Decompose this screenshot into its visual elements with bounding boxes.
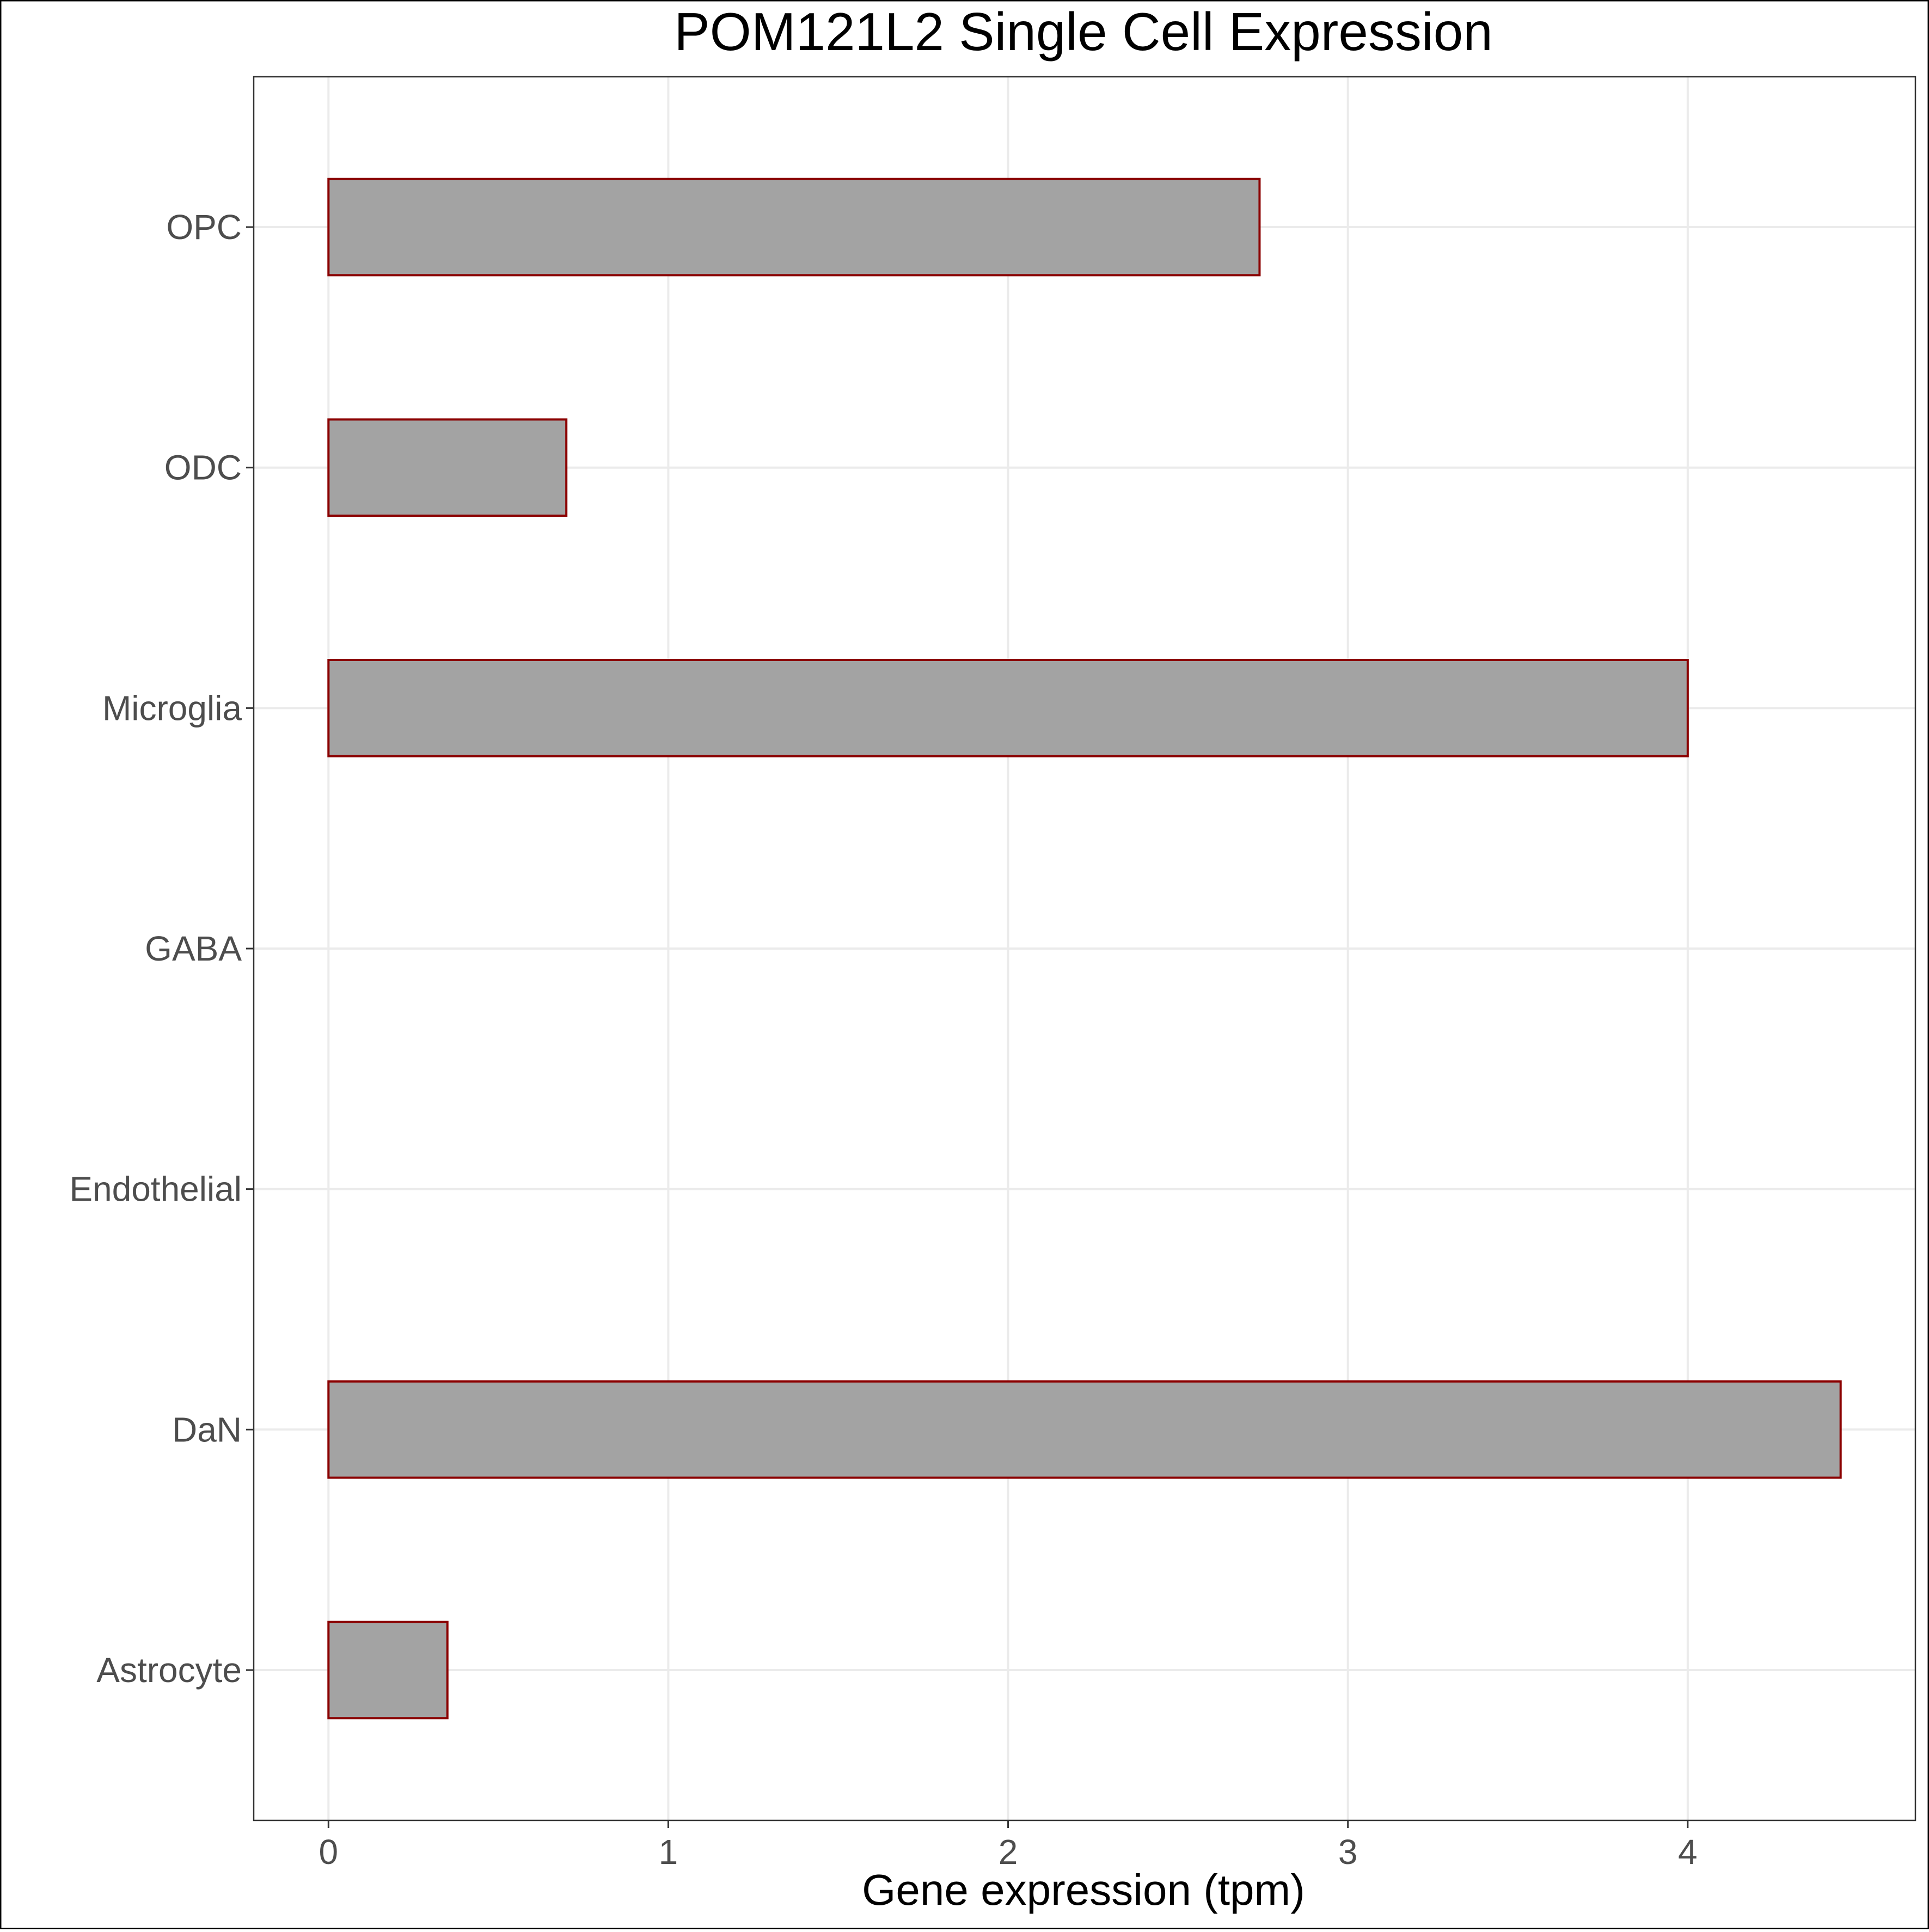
x-tick-label: 4: [1678, 1832, 1698, 1872]
y-tick-label: Microglia: [102, 688, 242, 727]
y-tick-label: GABA: [145, 929, 242, 968]
y-tick-label: Endothelial: [69, 1170, 242, 1209]
bar-dan: [327, 1380, 1842, 1479]
y-tick-label: ODC: [164, 448, 242, 487]
bar-opc: [327, 178, 1261, 277]
chart-title: POM121L2 Single Cell Expression: [674, 2, 1492, 62]
bar-microglia: [327, 659, 1689, 757]
y-tick-label: DaN: [172, 1410, 242, 1449]
bar-astrocyte: [327, 1621, 449, 1720]
x-axis: 0 1 2 3 4: [319, 1820, 1698, 1872]
y-axis: Astrocyte DaN Endothelial GABA Microglia ODC O…: [69, 207, 254, 1690]
y-tick-label: OPC: [166, 207, 242, 247]
y-tick-label: Astrocyte: [96, 1650, 242, 1690]
bars: [327, 178, 1842, 1720]
x-tick-label: 1: [659, 1832, 678, 1872]
x-tick-label: 3: [1338, 1832, 1358, 1872]
bar-odc: [327, 418, 568, 517]
x-tick-label: 2: [999, 1832, 1018, 1872]
x-tick-label: 0: [319, 1832, 339, 1872]
x-axis-title: Gene expression (tpm): [862, 1866, 1305, 1914]
